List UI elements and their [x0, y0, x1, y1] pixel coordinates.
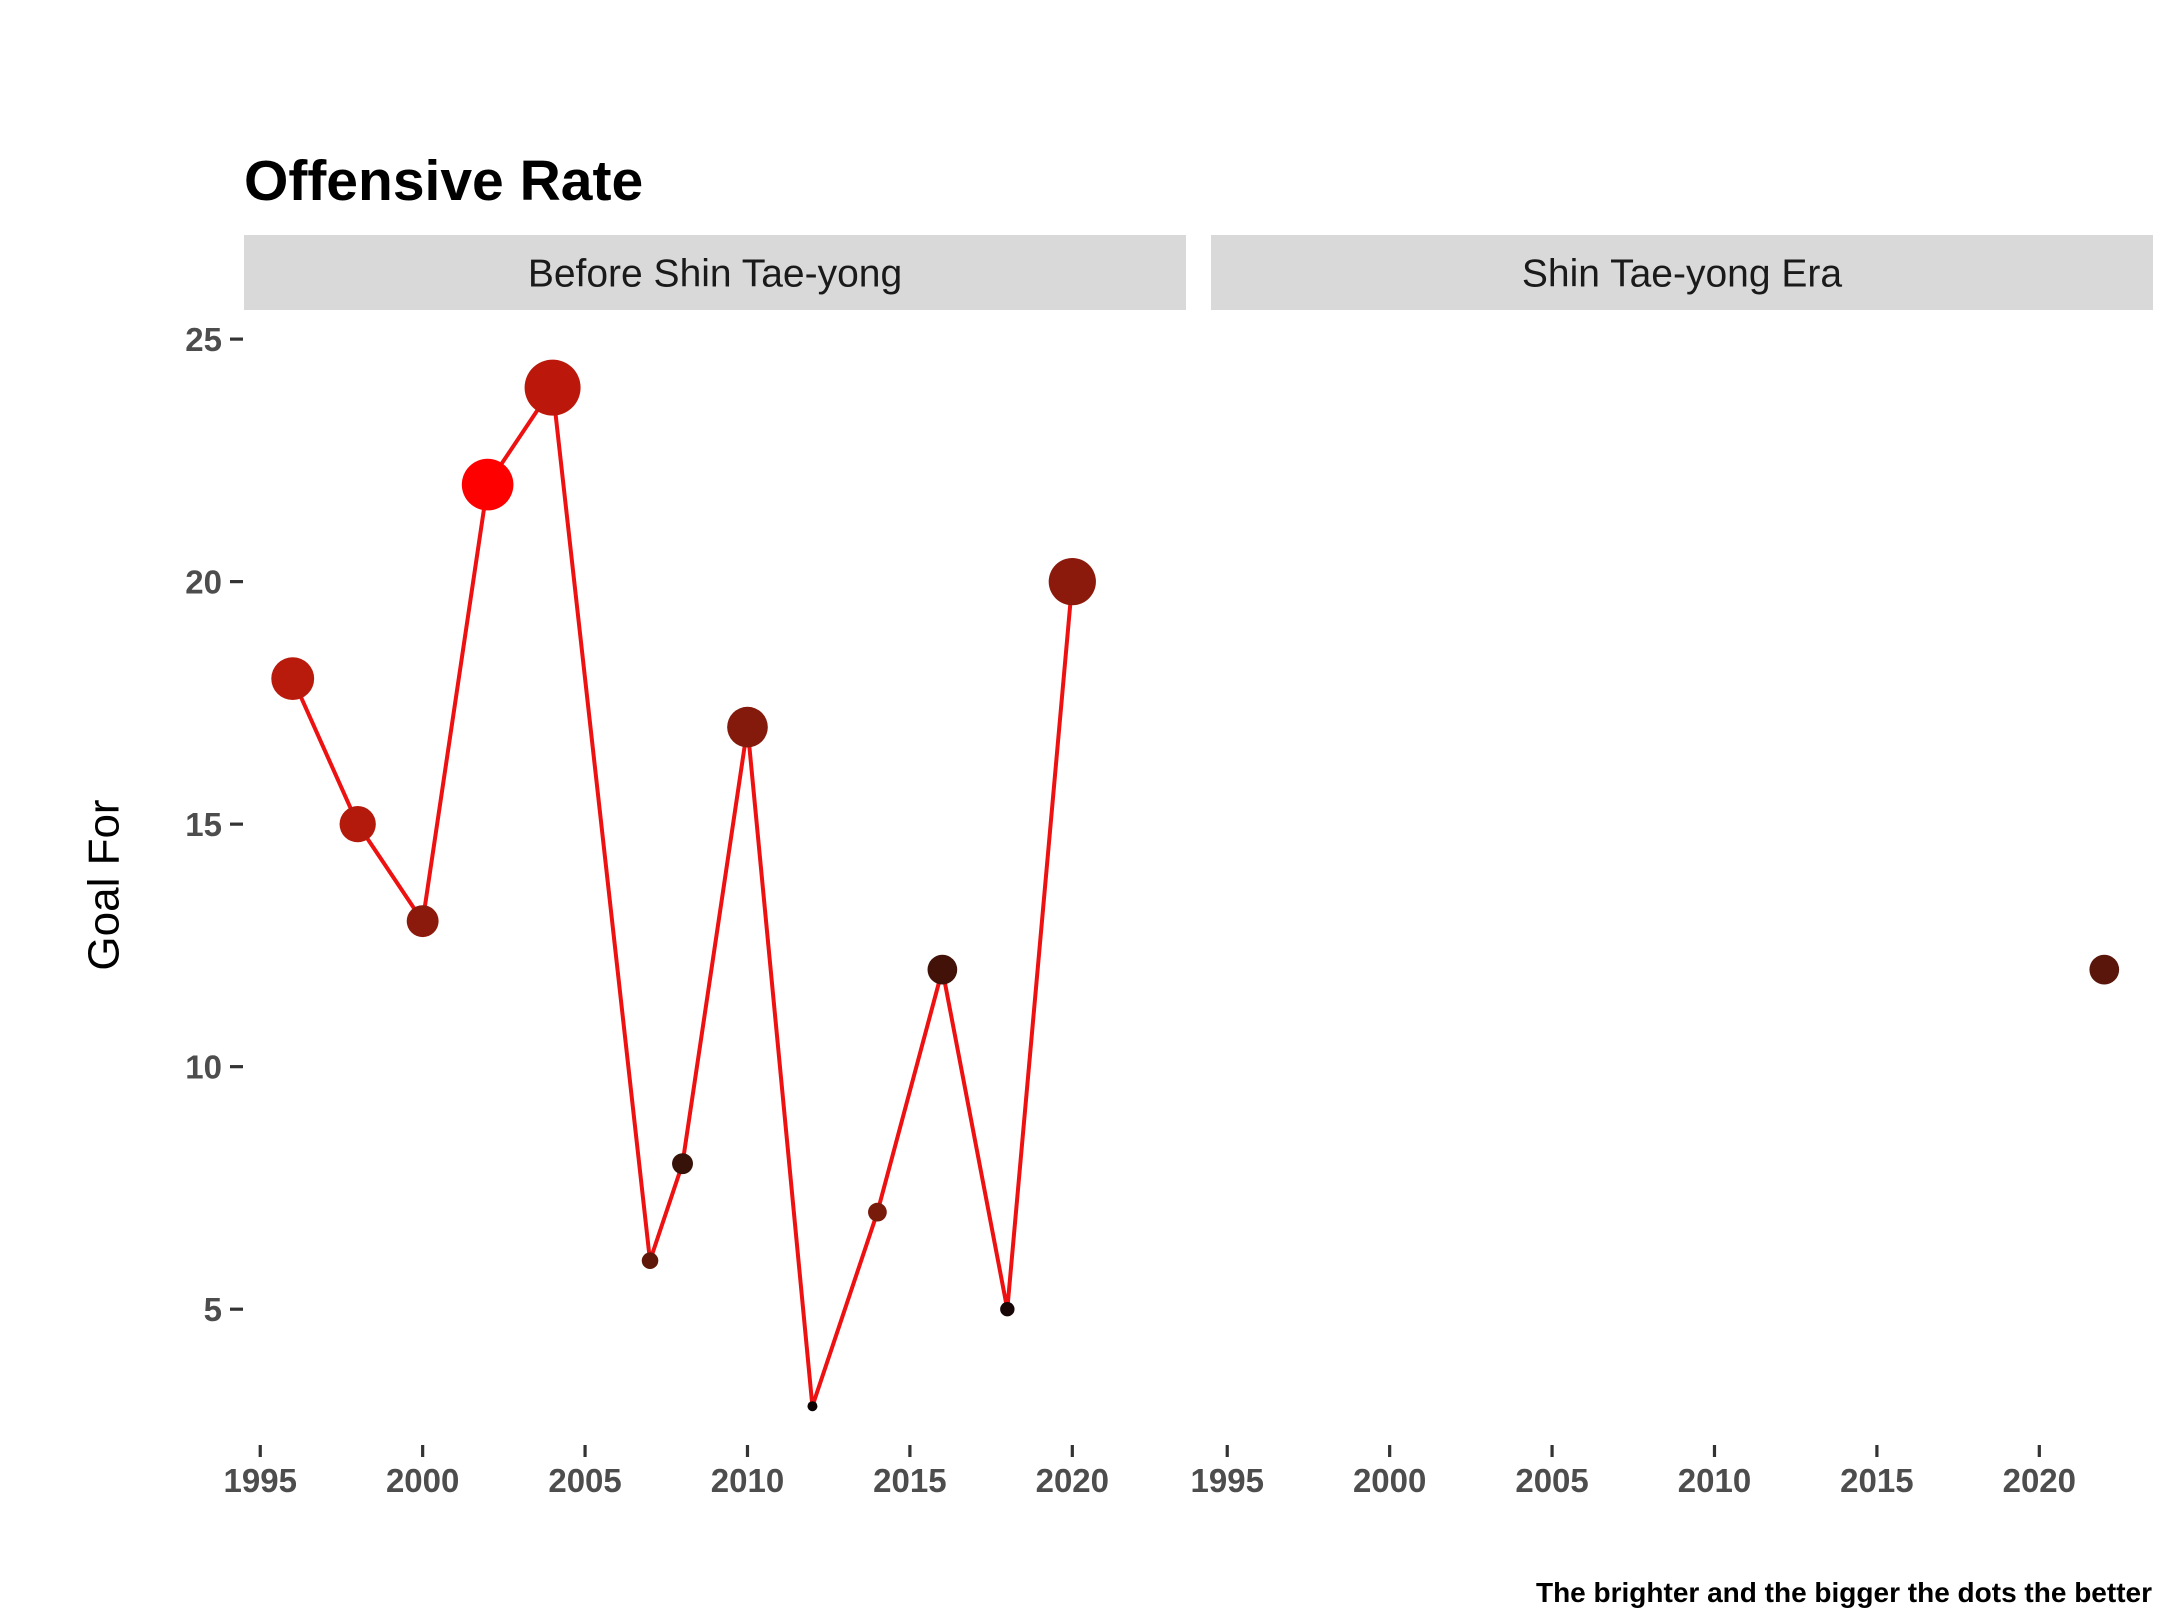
data-point: [461, 458, 514, 511]
y-tick-label: 10: [185, 1049, 222, 1086]
x-tick-label: 2000: [1353, 1462, 1426, 1499]
facet-strip: [244, 235, 1186, 310]
x-tick-label: 2015: [873, 1462, 946, 1499]
x-tick-label: 2015: [1840, 1462, 1913, 1499]
chart-title: Offensive Rate: [244, 149, 643, 213]
y-tick-label: 20: [185, 564, 222, 601]
data-point: [641, 1252, 659, 1269]
x-tick-label: 1995: [224, 1462, 297, 1499]
data-point: [927, 954, 958, 985]
y-tick-label: 25: [185, 321, 222, 358]
x-tick-label: 2000: [386, 1462, 459, 1499]
data-point: [271, 657, 315, 701]
x-tick-label: 2005: [1515, 1462, 1588, 1499]
data-point: [2089, 954, 2120, 985]
facet-panel: Before Shin Tae-yong 1995 2000 2005 2010 2015…: [224, 235, 1186, 1499]
facet-strip-label: Shin Tae-yong Era: [1522, 253, 1842, 296]
x-tick-label: 2005: [548, 1462, 621, 1499]
data-point: [672, 1153, 693, 1175]
x-tick-label: 2020: [1036, 1462, 1109, 1499]
data-point: [406, 905, 439, 938]
x-tick-label: 1995: [1191, 1462, 1264, 1499]
y-axis: 5 10 15 20 25: [185, 321, 243, 1328]
data-point: [339, 806, 376, 843]
y-tick-label: 5: [204, 1291, 222, 1328]
chart-caption: The brighter and the bigger the dots the…: [1536, 1577, 2152, 1608]
x-tick-label: 2010: [1678, 1462, 1751, 1499]
y-tick-label: 15: [185, 806, 222, 843]
data-point: [727, 706, 768, 748]
facet-panel: Shin Tae-yong Era 1995 2000 2005 2010 2015 202…: [1191, 235, 2153, 1499]
y-axis-label: Goal For: [79, 799, 128, 970]
x-tick-label: 2010: [711, 1462, 784, 1499]
facet-strip-label: Before Shin Tae-yong: [528, 253, 902, 296]
facet-panels: Before Shin Tae-yong 1995 2000 2005 2010 2015…: [224, 235, 2153, 1499]
x-tick-label: 2020: [2003, 1462, 2076, 1499]
data-point: [524, 359, 581, 416]
facet-strip: [1211, 235, 2153, 310]
data-point: [1000, 1301, 1015, 1317]
data-point: [1048, 558, 1096, 606]
data-point: [868, 1202, 887, 1222]
data-point: [807, 1401, 818, 1412]
